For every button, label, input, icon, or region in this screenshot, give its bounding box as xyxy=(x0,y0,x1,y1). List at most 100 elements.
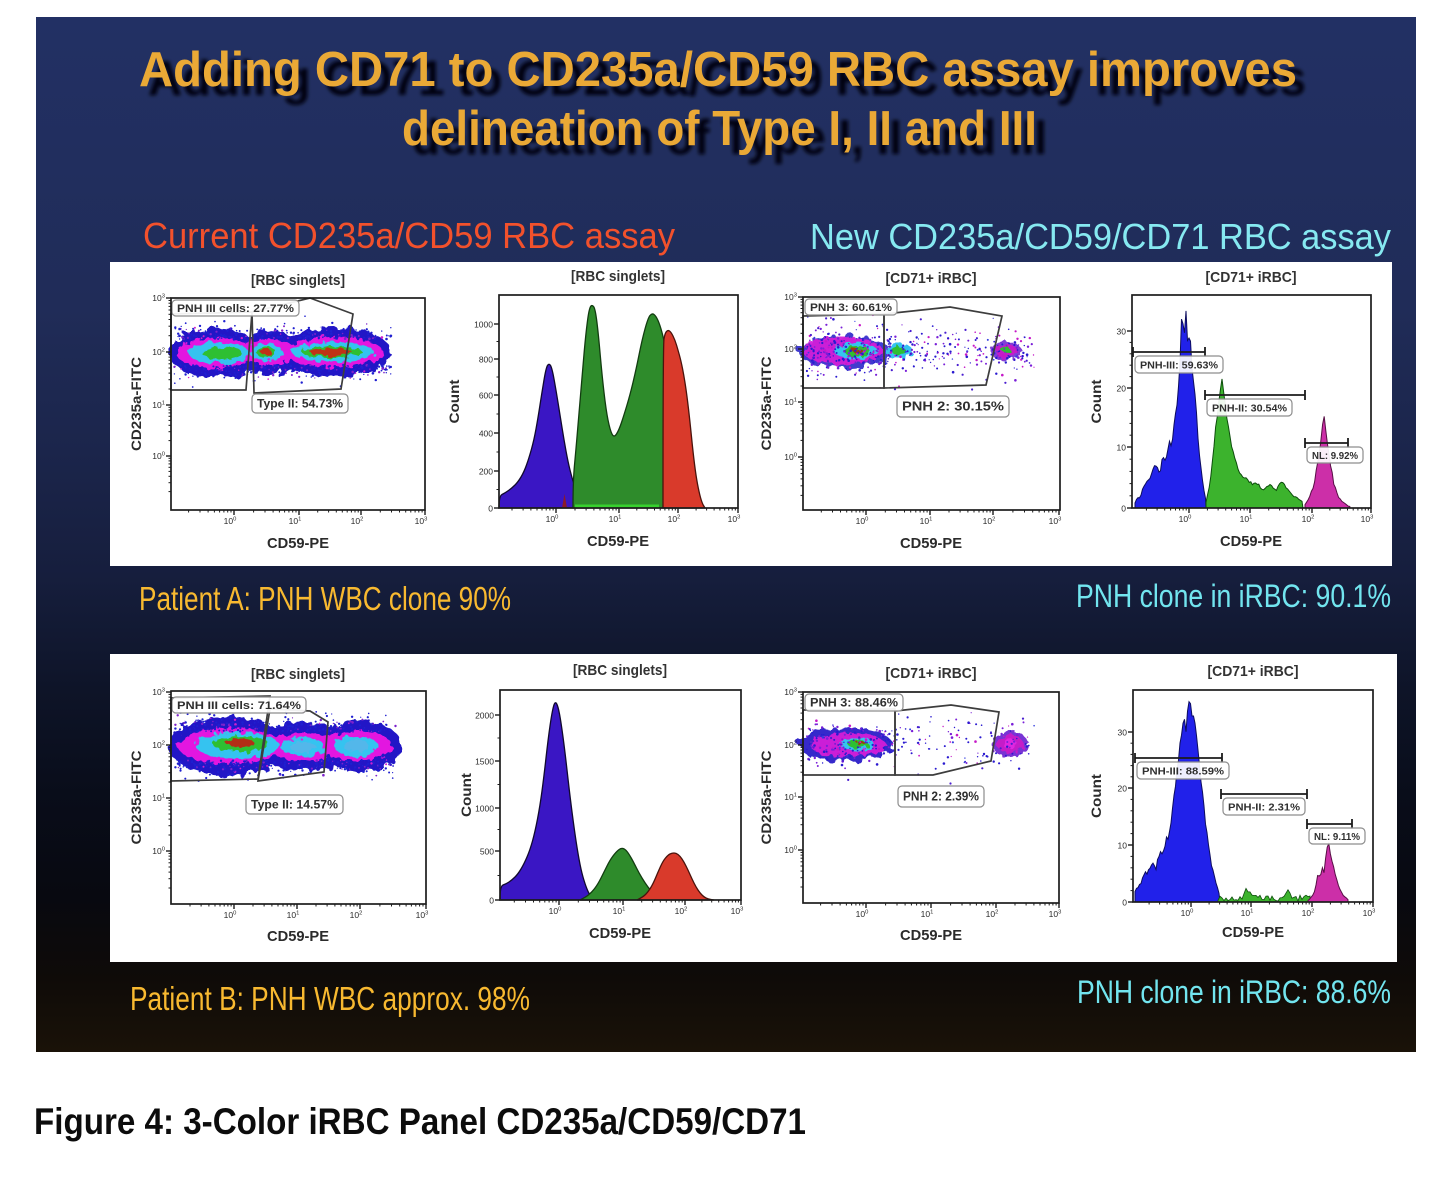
svg-text:100: 100 xyxy=(856,516,869,526)
svg-text:PNH 3: 60.61%: PNH 3: 60.61% xyxy=(810,302,892,314)
svg-text:100: 100 xyxy=(549,906,562,916)
svg-text:100: 100 xyxy=(1179,514,1192,524)
svg-text:10: 10 xyxy=(1118,841,1128,851)
svg-text:[CD71+ iRBC]: [CD71+ iRBC] xyxy=(1208,663,1299,680)
svg-text:PNH-II: 2.31%: PNH-II: 2.31% xyxy=(1228,802,1301,814)
svg-text:0: 0 xyxy=(1122,898,1127,908)
svg-text:102: 102 xyxy=(668,514,681,524)
svg-text:20: 20 xyxy=(1117,384,1127,394)
svg-text:103: 103 xyxy=(728,514,741,524)
svg-text:Adding CD71 to CD235a/CD59 RBC: Adding CD71 to CD235a/CD59 RBC assay imp… xyxy=(148,52,1306,106)
svg-text:CD59-PE: CD59-PE xyxy=(900,535,962,552)
svg-text:NL: 9.92%: NL: 9.92% xyxy=(1312,451,1358,462)
svg-text:101: 101 xyxy=(921,909,934,919)
svg-text:101: 101 xyxy=(287,910,300,920)
svg-text:103: 103 xyxy=(1049,516,1062,526)
svg-text:PNH 3: 88.46%: PNH 3: 88.46% xyxy=(810,698,898,710)
svg-text:[RBC singlets]: [RBC singlets] xyxy=(251,272,345,289)
svg-text:[CD71+ iRBC]: [CD71+ iRBC] xyxy=(886,270,977,287)
svg-text:NL: 9.11%: NL: 9.11% xyxy=(1314,832,1360,843)
svg-text:600: 600 xyxy=(479,391,493,401)
svg-text:30: 30 xyxy=(1118,728,1128,738)
svg-text:PNH clone in iRBC: 88.6%: PNH clone in iRBC: 88.6% xyxy=(1077,974,1391,1010)
svg-text:101: 101 xyxy=(289,516,302,526)
svg-text:102: 102 xyxy=(152,347,165,357)
svg-text:1000: 1000 xyxy=(475,804,494,814)
svg-text:[RBC singlets]: [RBC singlets] xyxy=(573,662,667,679)
svg-text:PNH-III: 88.59%: PNH-III: 88.59% xyxy=(1142,766,1225,778)
svg-text:102: 102 xyxy=(1302,908,1315,918)
svg-text:100: 100 xyxy=(224,910,237,920)
svg-text:Current CD235a/CD59 RBC assay: Current CD235a/CD59 RBC assay xyxy=(143,215,676,256)
svg-text:30: 30 xyxy=(1117,327,1127,337)
svg-text:103: 103 xyxy=(1049,909,1062,919)
svg-text:102: 102 xyxy=(350,910,363,920)
svg-text:200: 200 xyxy=(479,467,493,477)
svg-text:102: 102 xyxy=(983,516,996,526)
svg-text:100: 100 xyxy=(152,846,165,856)
svg-text:CD59-PE: CD59-PE xyxy=(267,928,329,945)
svg-text:PNH III cells: 27.77%: PNH III cells: 27.77% xyxy=(177,303,294,315)
svg-text:CD235a-FITC: CD235a-FITC xyxy=(128,751,144,845)
svg-text:CD59-PE: CD59-PE xyxy=(1220,533,1282,550)
svg-text:[CD71+ iRBC]: [CD71+ iRBC] xyxy=(1206,269,1297,286)
svg-text:0: 0 xyxy=(488,504,493,514)
svg-text:0: 0 xyxy=(1121,504,1126,514)
svg-text:101: 101 xyxy=(613,906,626,916)
svg-text:102: 102 xyxy=(152,740,165,750)
svg-text:Type II: 54.73%: Type II: 54.73% xyxy=(257,399,343,411)
svg-text:102: 102 xyxy=(675,906,688,916)
svg-text:100: 100 xyxy=(152,451,165,461)
svg-text:400: 400 xyxy=(479,429,493,439)
svg-text:Count: Count xyxy=(458,773,474,817)
svg-text:103: 103 xyxy=(415,516,428,526)
svg-text:Patient A: PNH WBC clone 90%: Patient A: PNH WBC clone 90% xyxy=(139,580,511,617)
svg-text:101: 101 xyxy=(152,400,165,410)
svg-text:100: 100 xyxy=(1181,908,1194,918)
svg-text:1500: 1500 xyxy=(475,757,494,767)
svg-text:100: 100 xyxy=(856,909,869,919)
svg-text:Patient B: PNH WBC approx. 98%: Patient B: PNH WBC approx. 98% xyxy=(130,980,530,1017)
svg-text:CD59-PE: CD59-PE xyxy=(1222,924,1284,941)
svg-text:PNH 2: 2.39%: PNH 2: 2.39% xyxy=(903,790,979,804)
svg-text:102: 102 xyxy=(351,516,364,526)
svg-text:delineation of Type I, II and: delineation of Type I, II and III xyxy=(412,111,1047,165)
svg-text:CD235a-FITC: CD235a-FITC xyxy=(128,357,144,451)
svg-text:delineation of Type I, II and: delineation of Type I, II and III xyxy=(402,102,1037,156)
svg-text:New CD235a/CD59/CD71 RBC assay: New CD235a/CD59/CD71 RBC assay xyxy=(810,216,1392,257)
svg-text:103: 103 xyxy=(784,687,797,697)
svg-text:101: 101 xyxy=(920,516,933,526)
svg-text:100: 100 xyxy=(784,845,797,855)
svg-text:PNH clone in iRBC: 90.1%: PNH clone in iRBC: 90.1% xyxy=(1076,578,1391,614)
svg-text:CD235a-FITC: CD235a-FITC xyxy=(758,751,774,845)
svg-text:Count: Count xyxy=(446,379,462,423)
svg-text:103: 103 xyxy=(731,906,744,916)
svg-text:101: 101 xyxy=(152,793,165,803)
svg-text:CD235a-FITC: CD235a-FITC xyxy=(758,357,774,451)
svg-text:2000: 2000 xyxy=(475,711,494,721)
svg-text:PNH-II: 30.54%: PNH-II: 30.54% xyxy=(1212,403,1288,415)
svg-text:101: 101 xyxy=(1240,514,1253,524)
svg-text:20: 20 xyxy=(1118,784,1128,794)
svg-text:10: 10 xyxy=(1117,443,1127,453)
svg-text:101: 101 xyxy=(609,514,622,524)
svg-text:1000: 1000 xyxy=(474,320,493,330)
svg-text:100: 100 xyxy=(784,452,797,462)
svg-text:Adding CD71 to CD235a/CD59 RBC: Adding CD71 to CD235a/CD59 RBC assay imp… xyxy=(139,43,1297,97)
svg-text:103: 103 xyxy=(416,910,429,920)
svg-text:PNH 2: 30.15%: PNH 2: 30.15% xyxy=(902,400,1004,414)
svg-text:CD59-PE: CD59-PE xyxy=(267,535,329,552)
svg-text:101: 101 xyxy=(784,792,797,802)
svg-text:101: 101 xyxy=(784,397,797,407)
svg-text:103: 103 xyxy=(1363,908,1376,918)
svg-text:102: 102 xyxy=(784,740,797,750)
svg-text:[CD71+ iRBC]: [CD71+ iRBC] xyxy=(886,665,977,682)
svg-text:CD59-PE: CD59-PE xyxy=(589,925,651,942)
svg-text:100: 100 xyxy=(546,514,559,524)
svg-text:Figure 4: 3-Color iRBC Panel C: Figure 4: 3-Color iRBC Panel CD235a/CD59… xyxy=(34,1101,806,1142)
svg-text:102: 102 xyxy=(784,344,797,354)
svg-text:0: 0 xyxy=(489,896,494,906)
svg-text:Count: Count xyxy=(1088,774,1104,818)
svg-text:[RBC singlets]: [RBC singlets] xyxy=(251,666,345,683)
svg-text:103: 103 xyxy=(152,687,165,697)
